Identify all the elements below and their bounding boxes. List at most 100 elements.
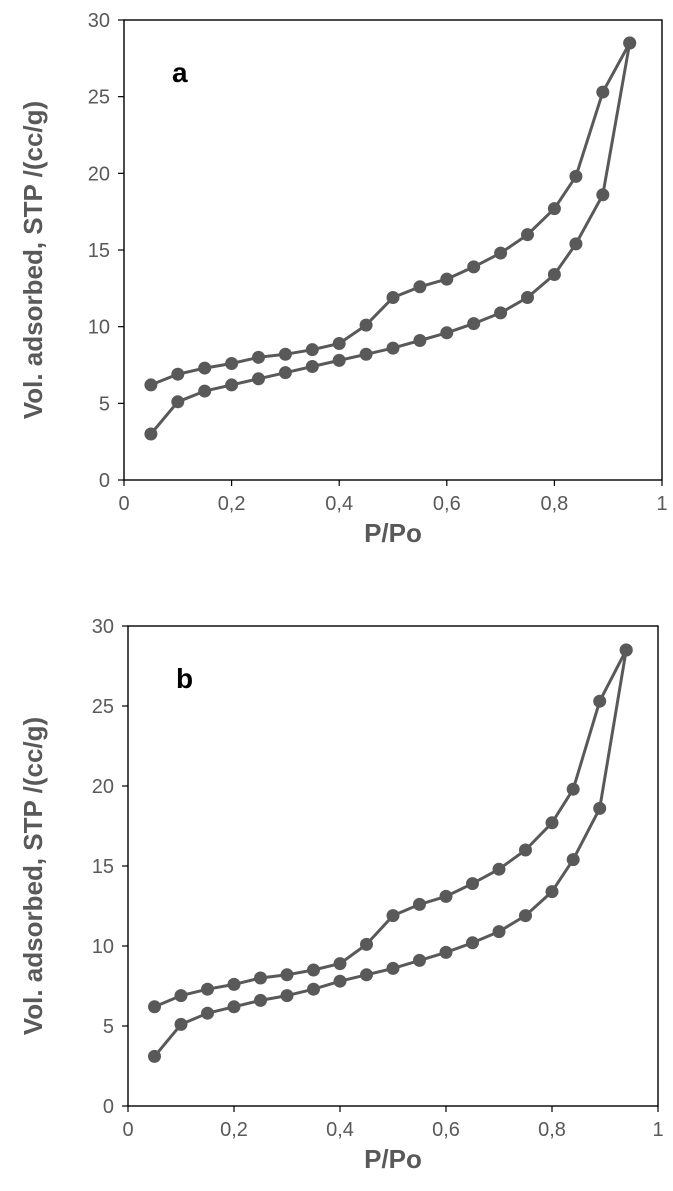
data-point-marker — [494, 246, 508, 260]
y-axis-title: Vol. adsorbed, STP /(cc/g) — [18, 717, 48, 1035]
data-point-marker — [280, 989, 294, 1003]
data-point-marker — [569, 169, 583, 183]
y-tick-label: 0 — [103, 1096, 114, 1118]
data-point-marker — [171, 395, 185, 409]
data-point-marker — [386, 909, 400, 923]
data-point-marker — [333, 974, 347, 988]
data-point-marker — [359, 318, 373, 332]
data-point-marker — [596, 85, 610, 99]
y-tick-label: 15 — [88, 240, 110, 262]
data-point-marker — [359, 347, 373, 361]
plot-area-frame — [123, 19, 663, 481]
data-point-marker — [566, 782, 580, 796]
y-tick-label: 25 — [92, 696, 114, 718]
y-tick-label: 10 — [88, 317, 110, 339]
data-point-marker — [252, 350, 265, 364]
data-point-marker — [333, 957, 347, 971]
x-tick-label: 0 — [122, 1119, 133, 1141]
x-tick-label: 1 — [656, 493, 667, 515]
x-tick-label: 0,4 — [325, 493, 353, 515]
chart-panel-a: 0 5 10 15 20 25 30 0 0,2 0,4 0,6 0,8 1 P/Po Vol. adsor… — [18, 10, 668, 548]
data-point-marker — [519, 843, 532, 857]
data-point-marker — [569, 237, 583, 251]
y-tick-label: 5 — [99, 393, 110, 415]
y-tick-label: 5 — [103, 1016, 114, 1038]
data-point-marker — [413, 280, 427, 294]
data-point-marker — [225, 356, 239, 370]
data-point-marker — [148, 1000, 161, 1014]
data-point-marker — [332, 337, 346, 351]
data-point-marker — [148, 1049, 161, 1063]
data-point-marker — [439, 889, 453, 903]
plot-area-frame — [127, 625, 659, 1107]
data-point-marker — [307, 963, 320, 977]
data-point-marker — [386, 341, 400, 355]
panel-label: b — [176, 663, 193, 694]
data-point-marker — [547, 268, 561, 282]
data-point-marker — [386, 291, 400, 305]
data-point-marker — [467, 317, 481, 331]
data-point-marker — [360, 968, 373, 982]
x-tick-label: 0,6 — [433, 493, 461, 515]
data-point-marker — [521, 291, 534, 305]
y-tick-label: 20 — [88, 163, 110, 185]
data-point-marker — [519, 909, 532, 923]
data-point-marker — [254, 971, 267, 985]
x-tick-label: 0,8 — [538, 1119, 566, 1141]
data-point-marker — [386, 961, 400, 975]
data-point-marker — [227, 977, 241, 991]
data-point-marker — [225, 378, 239, 392]
data-point-marker — [545, 885, 559, 899]
data-point-marker — [545, 816, 559, 830]
data-point-marker — [198, 361, 212, 375]
data-point-marker — [413, 333, 427, 347]
data-point-marker — [439, 945, 453, 959]
data-point-marker — [144, 378, 158, 392]
data-point-marker — [278, 366, 292, 380]
y-tick-label: 15 — [92, 856, 114, 878]
data-point-marker — [171, 367, 185, 381]
chart-panel-b: 0 5 10 15 20 25 30 0 0,2 0,4 0,6 0,8 1 P/Po Vol. adsor… — [18, 616, 664, 1174]
data-point-marker — [332, 353, 346, 367]
data-point-marker — [521, 228, 534, 242]
data-point-marker — [252, 372, 265, 386]
data-point-marker — [144, 427, 158, 441]
data-point-marker — [307, 982, 320, 996]
data-point-marker — [227, 1000, 241, 1014]
y-tick-label: 30 — [88, 10, 110, 32]
data-point-marker — [440, 272, 454, 286]
x-tick-label: 0,2 — [220, 1119, 248, 1141]
data-point-marker — [466, 936, 479, 950]
data-point-marker — [198, 384, 212, 398]
data-point-marker — [547, 202, 561, 216]
data-point-marker — [201, 982, 214, 996]
y-tick-label: 0 — [99, 470, 110, 492]
y-tick-label: 30 — [92, 616, 114, 638]
x-tick-label: 0,8 — [540, 493, 568, 515]
data-point-marker — [466, 877, 479, 891]
data-point-marker — [619, 643, 633, 657]
y-axis-title: Vol. adsorbed, STP /(cc/g) — [18, 101, 48, 419]
x-axis-title: P/Po — [364, 518, 422, 548]
adsorption-series-line — [149, 42, 632, 435]
data-point-marker — [623, 36, 637, 50]
data-point-marker — [278, 347, 292, 361]
data-point-marker — [494, 306, 508, 320]
desorption-series-line — [153, 649, 628, 1009]
x-tick-label: 0,6 — [432, 1119, 460, 1141]
x-tick-label: 0,4 — [326, 1119, 354, 1141]
adsorption-series-line — [153, 649, 628, 1058]
panel-label: a — [172, 57, 188, 88]
data-point-marker — [596, 188, 610, 202]
data-point-marker — [467, 260, 481, 274]
x-tick-label: 0,2 — [218, 493, 246, 515]
data-point-marker — [360, 937, 373, 951]
data-point-marker — [492, 925, 506, 939]
data-point-marker — [593, 801, 607, 815]
y-tick-label: 25 — [88, 87, 110, 109]
data-point-marker — [413, 953, 426, 967]
data-point-marker — [305, 343, 319, 357]
data-point-marker — [593, 694, 607, 708]
data-point-marker — [254, 993, 267, 1007]
